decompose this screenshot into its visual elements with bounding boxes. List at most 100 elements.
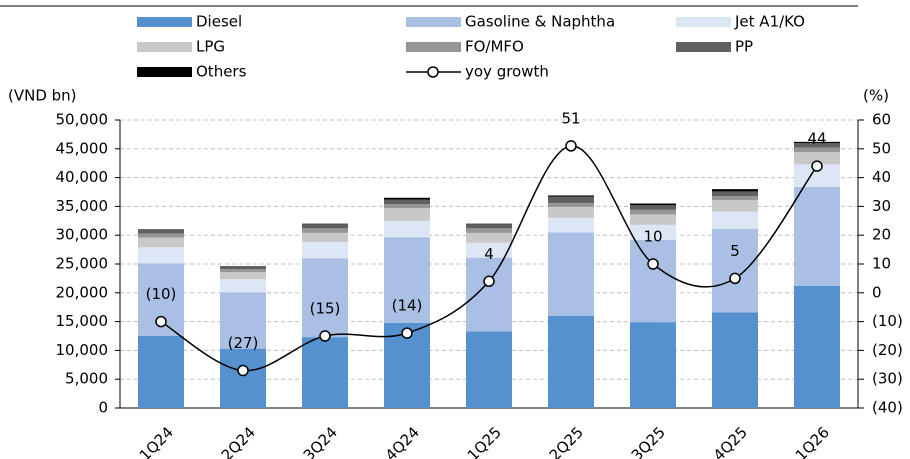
y-tick-label: 25,000 [56,255,109,273]
bar-segment [712,200,758,212]
bar-segment [630,209,676,215]
line-marker [155,315,167,328]
legend-swatch [137,17,192,27]
legend-label: Others [196,63,247,81]
bar-segment [466,257,512,332]
bar-segment [384,199,430,205]
bar-segment [630,239,676,323]
bar-segment [466,228,512,233]
y2-tick-label: (30) [872,370,903,388]
data-label: (10) [146,285,177,303]
y-tick-label: 35,000 [56,197,109,215]
line-series [160,145,818,372]
legend-marker [427,66,439,78]
y-tick-label: 5,000 [65,370,108,388]
y2-tick-label: 30 [872,197,891,215]
bar-segment [384,220,430,238]
bar-segment [548,195,594,197]
bar-segment [220,278,266,293]
y2-tick-label: 20 [872,226,891,244]
data-label: 10 [643,228,662,246]
data-label: 51 [561,109,580,127]
bar-segment [630,322,676,408]
legend-label: PP [735,38,753,56]
bar-segment [794,152,840,165]
line-marker [401,327,413,339]
legend-label: Diesel [196,13,242,31]
bar-segment [302,223,348,225]
bar-segment [548,196,594,203]
bar-segment [548,202,594,207]
y2-tick-label: 40 [872,168,891,186]
line-marker [729,272,741,285]
bar-segment [302,258,348,338]
bar-segment [220,292,266,349]
bar-segment [302,242,348,259]
y2-tick-label: 10 [872,255,891,273]
y-tick-label: 20,000 [56,283,109,301]
y-tick-label: 40,000 [56,168,109,186]
bar-segment [138,233,184,238]
legend-swatch [137,42,192,52]
bar-segment [630,224,676,240]
x-tick-label: 1Q24 [136,423,177,459]
data-label: (27) [228,334,259,352]
bar-segment [384,208,430,221]
line-marker [237,364,249,377]
bar-segment [384,204,430,209]
bar-segment [794,164,840,187]
legend-swatch [676,17,731,27]
y2-tick-label: 60 [872,111,891,129]
bar-segment [548,217,594,233]
bar-segment [466,224,512,229]
bar-segment [220,348,266,408]
bar-segment [302,232,348,243]
y2-tick-label: 0 [872,283,882,301]
legend-label: FO/MFO [465,38,524,56]
bar-segment [712,189,758,192]
bar-segment [466,232,512,243]
line-marker [319,330,331,342]
y2-tick-label: (40) [872,399,903,417]
line-marker [647,258,659,270]
y2-tick-label: (10) [872,312,903,330]
bar-segment [630,205,676,210]
bar-segment [548,232,594,316]
y-tick-label: 15,000 [56,312,109,330]
bar-segment [220,272,266,279]
data-label: (14) [392,297,423,315]
bar-segment [548,315,594,408]
bar-segment [794,141,840,144]
x-tick-label: 3Q25 [628,423,669,459]
x-tick-label: 4Q25 [710,423,751,459]
bar-segment [712,191,758,197]
y-tick-label: 30,000 [56,226,109,244]
bar-segment [220,266,266,270]
bar-segment [712,211,758,229]
legend-swatch [406,17,461,27]
bar-segment [220,266,266,267]
legend-label: Jet A1/KO [734,13,805,31]
legend-swatch [406,42,461,52]
bar-segment [548,206,594,218]
y-tick-label: 0 [98,399,108,417]
bar-segment [138,229,184,231]
bar-segment [466,331,512,408]
bar-segment [466,223,512,225]
bar-segment [138,237,184,248]
x-tick-label: 3Q24 [300,423,341,459]
bar-segment [384,237,430,323]
legend-label: yoy growth [465,63,549,81]
data-label: 5 [730,242,740,260]
y-tick-label: 50,000 [56,111,109,129]
bar-segment [794,143,840,148]
y2-axis-label: (%) [863,87,889,105]
bar-segment [466,242,512,258]
bar-segment [138,247,184,264]
data-label: 4 [484,245,494,263]
y-tick-label: 10,000 [56,341,109,359]
bar-segment [630,214,676,225]
x-tick-label: 2Q24 [218,423,259,459]
line-marker [565,140,577,152]
